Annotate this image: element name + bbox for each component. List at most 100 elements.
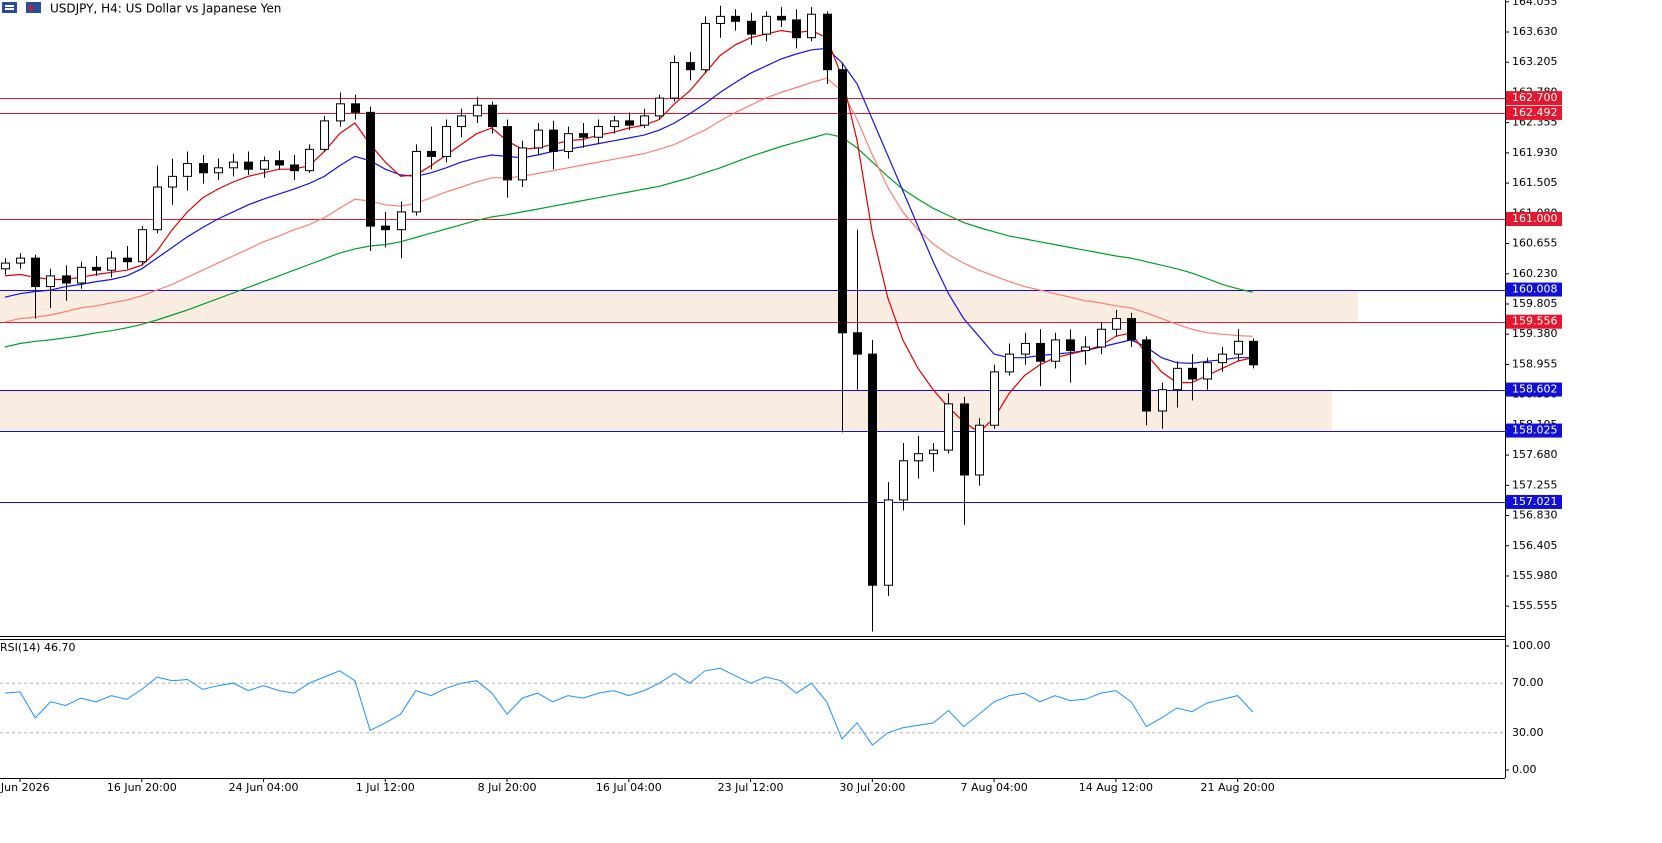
candle-body — [427, 150, 436, 157]
candle-body — [336, 103, 345, 122]
candle-body — [944, 403, 953, 451]
x-tick-label: 9 Jun 2026 — [0, 781, 50, 794]
y-tick-label: 158.955 — [1512, 357, 1558, 370]
x-tick-label: 23 Jul 12:00 — [718, 781, 784, 794]
candle-body — [1173, 367, 1182, 391]
candle-body — [107, 257, 116, 271]
candle-body — [762, 15, 771, 35]
candle-body — [1234, 340, 1243, 355]
candle-body — [807, 13, 816, 39]
candle-body — [670, 62, 679, 99]
zones-layer — [0, 289, 1358, 431]
candle-body — [1005, 353, 1014, 373]
candle-body — [214, 167, 223, 174]
candle-body — [1249, 340, 1258, 366]
level-label-box — [1506, 423, 1562, 438]
candle-body — [1218, 353, 1227, 364]
candle-body — [366, 111, 375, 227]
rsi-title: RSI(14) 46.70 — [0, 641, 75, 654]
candle-body — [640, 115, 649, 126]
candle-body — [62, 275, 71, 284]
y-tick-label: 155.555 — [1512, 599, 1558, 612]
candle-body — [929, 449, 938, 455]
candle-body — [1081, 346, 1090, 352]
candle-body — [579, 133, 588, 138]
y-tick-label: 156.830 — [1512, 509, 1558, 522]
x-tick-label: 1 Jul 12:00 — [356, 781, 415, 794]
candle-body — [1188, 367, 1197, 380]
candle-body — [868, 353, 877, 586]
candle-body — [16, 257, 25, 264]
moving-average — [4, 29, 1254, 434]
level-label: 157.021 — [1512, 495, 1558, 508]
moving-average — [4, 77, 1253, 337]
level-label-box — [1506, 212, 1562, 227]
y-tick-label: 30.00 — [1512, 726, 1544, 739]
candle-body — [229, 161, 238, 169]
candle-body — [777, 15, 786, 21]
level-label-box — [1506, 314, 1562, 329]
level-label: 160.008 — [1512, 283, 1558, 296]
candle-body — [412, 150, 421, 213]
candle-body — [153, 186, 162, 231]
mas-layer — [4, 29, 1254, 434]
level-label: 161.000 — [1512, 212, 1558, 225]
candles-layer — [1, 5, 1258, 632]
candle-body — [1097, 328, 1106, 348]
y-tick-label: 163.630 — [1512, 25, 1558, 38]
candle-body — [731, 15, 740, 22]
y-tick-label: 100.00 — [1512, 639, 1551, 652]
candle-body — [747, 20, 756, 35]
level-label: 162.700 — [1512, 91, 1558, 104]
candle-body — [442, 126, 451, 157]
candle-body — [290, 164, 299, 172]
y-tick-label: 157.680 — [1512, 448, 1558, 461]
icon — [5, 8, 14, 10]
candle-body — [792, 19, 801, 39]
header-icons — [2, 2, 41, 13]
candle-body — [183, 163, 192, 177]
y-tick-label: 160.230 — [1512, 267, 1558, 280]
candle-body — [305, 148, 314, 172]
candle-body — [1036, 342, 1045, 362]
candle-body — [46, 275, 55, 288]
candle-body — [564, 133, 573, 152]
candle-body — [168, 175, 177, 188]
level-label-box — [1506, 105, 1562, 120]
candle-body — [960, 403, 969, 476]
moving-average — [4, 133, 1254, 348]
candle-body — [1203, 362, 1212, 380]
level-label-box — [1506, 494, 1562, 509]
candle-body — [381, 225, 390, 231]
level-label-box — [1506, 91, 1562, 106]
rsi-layer — [0, 645, 1509, 771]
y-tick-label: 155.980 — [1512, 569, 1558, 582]
candle-body — [1051, 339, 1060, 362]
x-tick-label: 14 Aug 12:00 — [1079, 781, 1153, 794]
y-tick-label: 159.380 — [1512, 327, 1558, 340]
candle-body — [1142, 339, 1151, 412]
level-label: 159.556 — [1512, 315, 1558, 328]
x-tick-label: 16 Jul 04:00 — [596, 781, 662, 794]
candle-body — [655, 97, 664, 117]
icon — [2, 2, 17, 13]
y-tick-label: 161.505 — [1512, 176, 1558, 189]
y-tick-label: 164.055 — [1512, 0, 1558, 8]
candle-body — [701, 22, 710, 71]
y-tick-label: 157.255 — [1512, 478, 1558, 491]
zone — [0, 389, 1332, 431]
candle-body — [534, 129, 543, 149]
candle-body — [716, 15, 725, 24]
candle-body — [914, 453, 923, 462]
candle-body — [473, 104, 482, 117]
candle-body — [686, 62, 695, 71]
candle-body — [244, 161, 253, 170]
zone — [0, 289, 1358, 322]
x-tick-label: 8 Jul 20:00 — [478, 781, 537, 794]
x-tick-label: 24 Jun 04:00 — [229, 781, 299, 794]
y-tick-label: 163.205 — [1512, 55, 1558, 68]
level-label-box — [1506, 282, 1562, 297]
level-label-box — [1506, 382, 1562, 397]
candle-body — [138, 229, 147, 263]
